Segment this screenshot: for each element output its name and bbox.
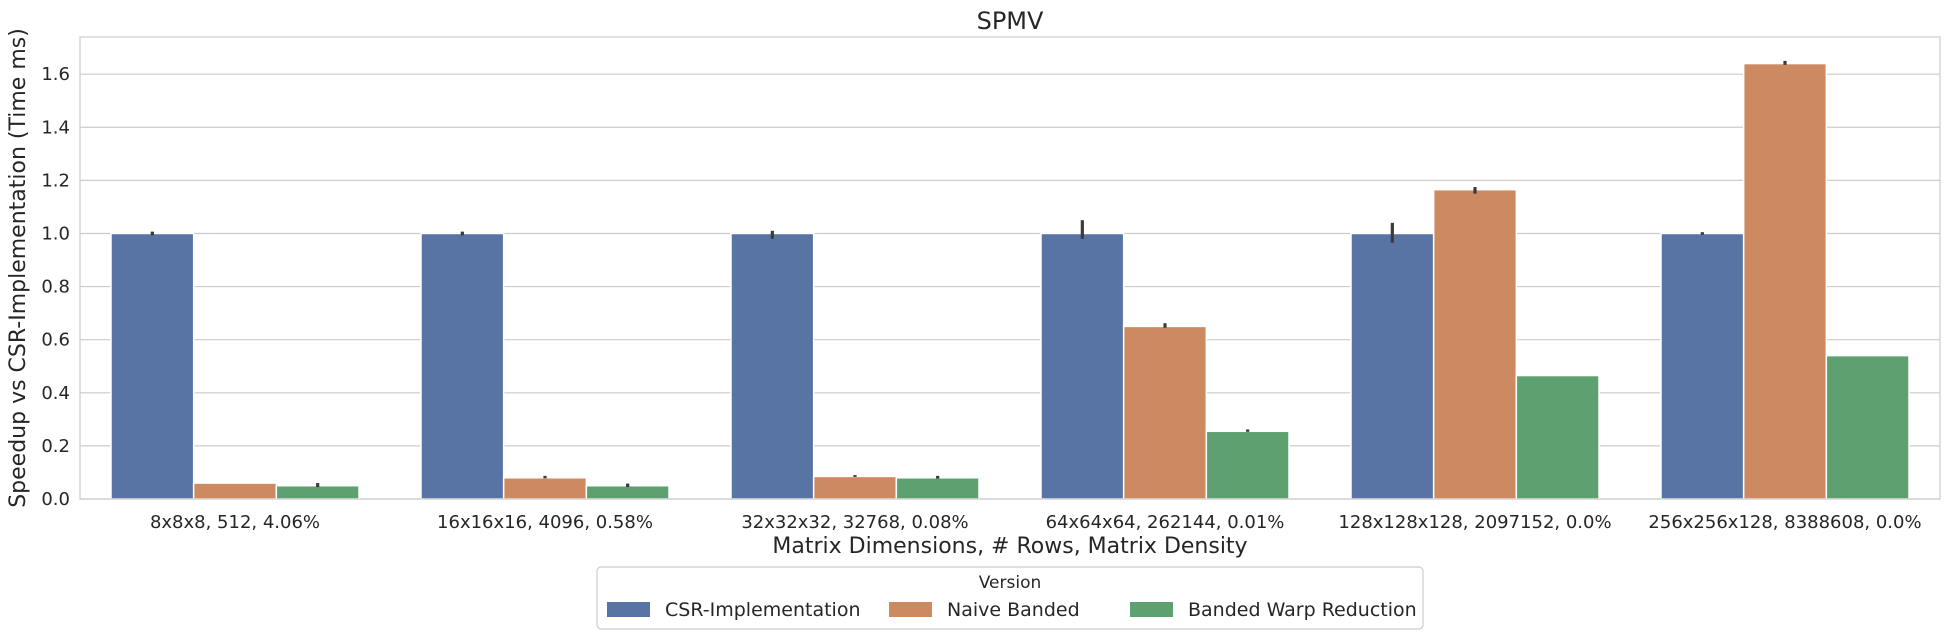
bar <box>502 477 588 500</box>
x-axis-label: Matrix Dimensions, # Rows, Matrix Densit… <box>772 534 1247 559</box>
bar <box>730 232 815 500</box>
x-tick-label: 256x256x128, 8388608, 0.0% <box>1648 512 1921 533</box>
legend-label: Naive Banded <box>947 599 1080 621</box>
legend-label: Banded Warp Reduction <box>1188 599 1417 621</box>
y-tick-labels: 0.0 0.2 0.4 0.6 0.8 1.0 1.2 1.4 1.6 <box>41 64 70 510</box>
y-tick-label: 1.2 <box>41 170 70 191</box>
bars <box>110 62 1910 500</box>
y-axis-label: Speedup vs CSR-Implementation (Time ms) <box>6 28 31 508</box>
y-tick-label: 0.4 <box>41 383 70 404</box>
x-tick-label: 16x16x16, 4096, 0.58% <box>437 512 653 533</box>
y-tick-label: 1.6 <box>41 64 70 85</box>
error-bars <box>150 60 1787 488</box>
gridlines <box>80 73 1940 500</box>
y-tick-label: 0.6 <box>41 330 70 351</box>
y-tick-label: 0.2 <box>41 436 70 457</box>
bar <box>275 484 360 500</box>
bar <box>1515 374 1600 500</box>
legend-frame <box>596 566 1424 630</box>
bar <box>585 484 670 500</box>
legend-swatch <box>607 602 650 617</box>
plot-frame <box>79 36 1941 500</box>
legend-label: CSR-Implementation <box>665 599 860 621</box>
bar <box>1825 354 1910 500</box>
y-tick-label: 0.8 <box>41 277 70 298</box>
legend-items: CSR-Implementation Naive Banded Banded War… <box>607 599 1417 621</box>
y-tick-label: 1.4 <box>41 117 70 138</box>
bar <box>1660 232 1745 500</box>
x-tick-label: 8x8x8, 512, 4.06% <box>150 512 320 533</box>
bar <box>895 477 980 500</box>
bar <box>192 482 278 500</box>
bar <box>1205 430 1290 500</box>
bar <box>420 232 505 500</box>
bar <box>1742 62 1828 500</box>
bar <box>1350 232 1435 500</box>
bar <box>1040 232 1125 500</box>
bar <box>1122 325 1208 500</box>
x-tick-label: 32x32x32, 32768, 0.08% <box>741 512 968 533</box>
bar <box>812 475 898 500</box>
x-tick-labels: 8x8x8, 512, 4.06% 16x16x16, 4096, 0.58% 32… <box>150 512 1922 533</box>
bar <box>110 232 195 500</box>
legend-title: Version <box>979 573 1042 593</box>
chart-title: SPMV <box>977 7 1044 35</box>
bar <box>1432 188 1518 500</box>
legend-swatch <box>1130 602 1173 617</box>
y-tick-label: 1.0 <box>41 223 70 244</box>
x-tick-label: 64x64x64, 262144, 0.01% <box>1046 512 1285 533</box>
legend: Version CSR-Implementation Naive Banded Ba… <box>596 566 1424 630</box>
x-tick-label: 128x128x128, 2097152, 0.0% <box>1338 512 1611 533</box>
y-tick-label: 0.0 <box>41 489 70 510</box>
legend-swatch <box>889 602 932 617</box>
